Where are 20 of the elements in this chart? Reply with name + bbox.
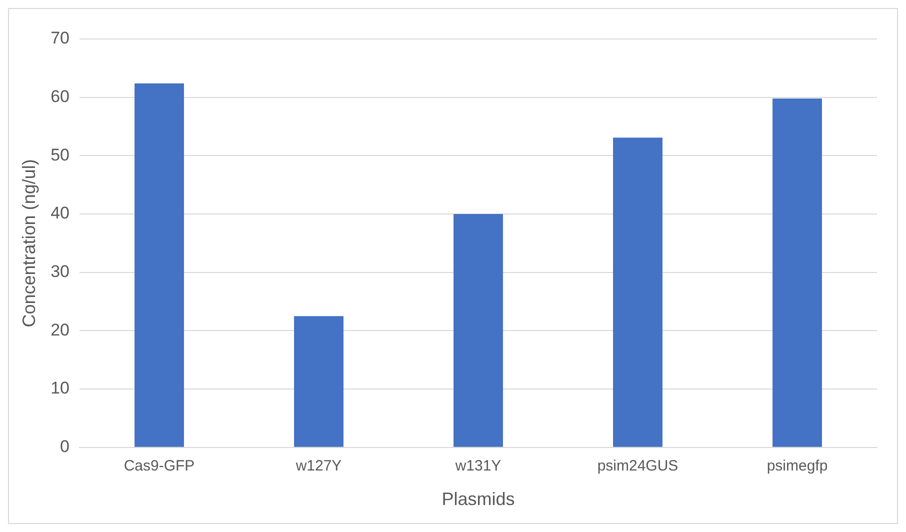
y-tick-label: 20 (50, 320, 70, 340)
bar (134, 83, 184, 447)
bar (294, 316, 344, 447)
x-tick-label: Cas9-GFP (124, 458, 195, 475)
x-tick-label: w127Y (294, 458, 342, 475)
y-tick-label: 40 (50, 204, 70, 223)
y-tick-label: 0 (60, 437, 70, 456)
bar (613, 138, 662, 447)
y-tick-label: 30 (50, 262, 70, 282)
y-tick-label: 60 (50, 87, 70, 106)
x-axis-title: Plasmids (442, 489, 515, 510)
y-tick-label: 70 (50, 28, 70, 48)
x-tick-label: psimegfp (766, 458, 828, 475)
x-tick-label: psim24GUS (597, 458, 678, 475)
y-tick-label: 50 (50, 145, 70, 164)
bar (772, 98, 822, 447)
y-axis-title: Concentration (ng/ul) (18, 159, 39, 328)
y-tick-label: 10 (50, 378, 70, 398)
x-tick-label: w131Y (454, 458, 502, 475)
bar (454, 214, 503, 447)
